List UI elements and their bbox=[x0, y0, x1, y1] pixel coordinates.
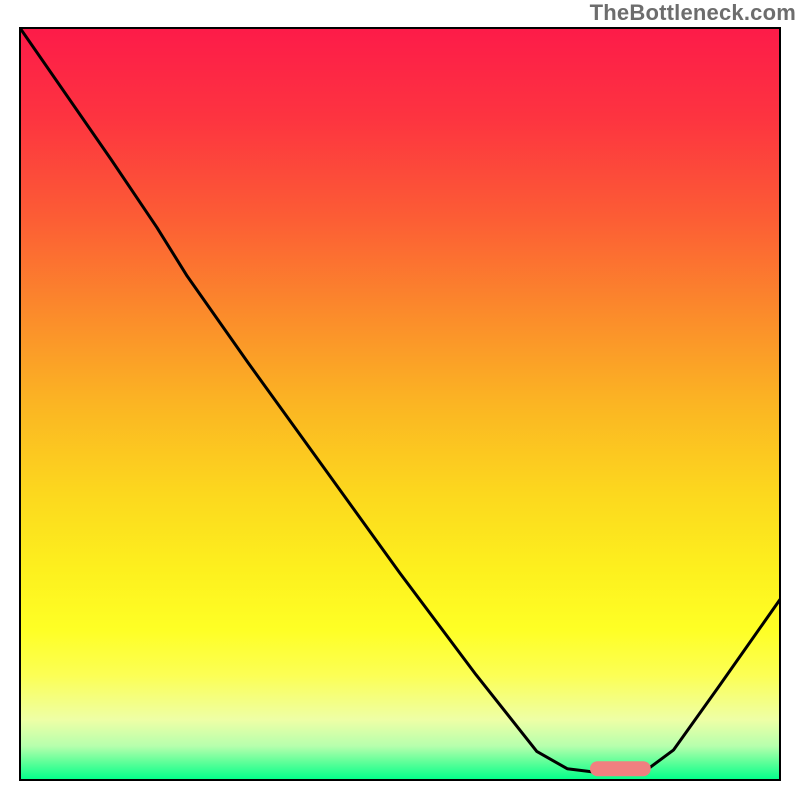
chart-container: { "source_label": "TheBottleneck.com", "… bbox=[0, 0, 800, 800]
optimal-marker bbox=[590, 761, 651, 776]
bottleneck-plot bbox=[0, 0, 800, 800]
gradient-background bbox=[20, 28, 780, 780]
source-attribution: TheBottleneck.com bbox=[590, 0, 796, 26]
